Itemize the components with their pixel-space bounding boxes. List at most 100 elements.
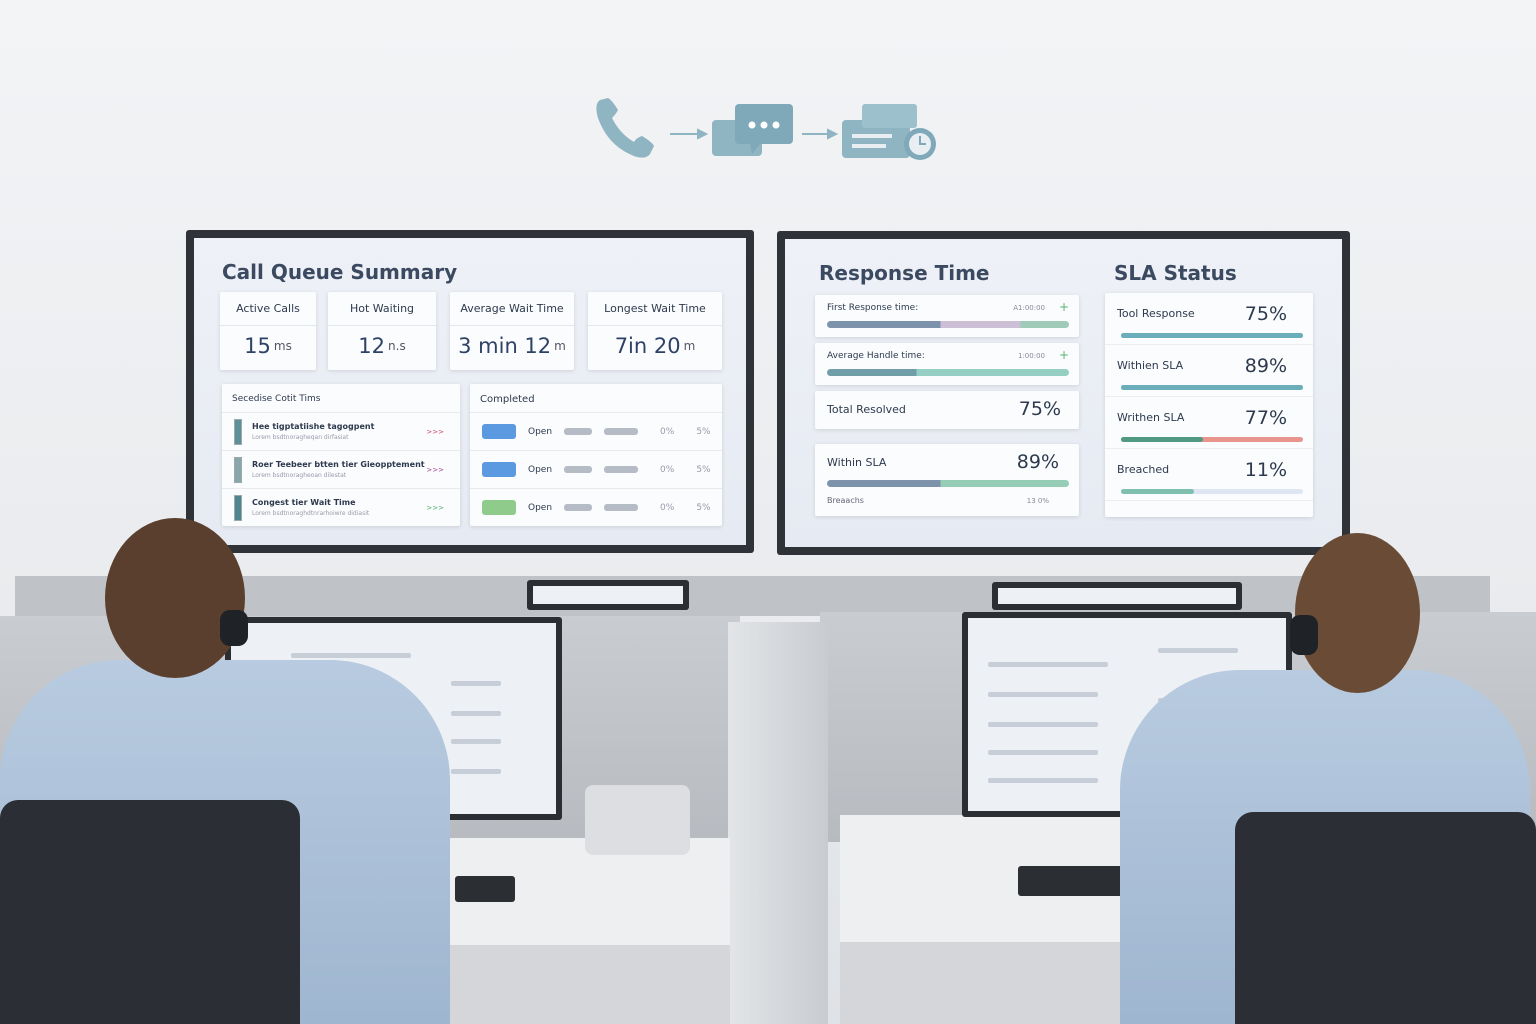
list-item[interactable]: Roer Teebeer btten tier Gieopptement Lore… [222, 450, 460, 488]
phone-icon [596, 98, 654, 158]
sla-item: Withien SLA 89% [1105, 345, 1313, 397]
breaches-label: Breaachs [827, 496, 864, 505]
item-title: Roer Teebeer btten tier Gieopptement [252, 460, 425, 469]
value: 5% [696, 426, 711, 437]
arrow-icon [670, 128, 709, 140]
workflow-icons [590, 92, 950, 172]
value: 5% [696, 464, 711, 475]
status-pill [482, 462, 516, 477]
sla-bar-fill [1121, 385, 1303, 390]
sla-bar [1121, 333, 1303, 338]
list-item[interactable]: Hee tigptatiishe tagogpent Lorem bsdtnora… [222, 412, 460, 450]
call-queue-monitor: Call Queue Summary Active Calls 15 ms Hot… [186, 230, 754, 553]
progress-bar [827, 369, 1069, 376]
item-subtitle: Lorem bsdtnoraghdtnrarhoiwre didiasit [252, 510, 370, 517]
response-sla-monitor: Response Time SLA Status First Response … [777, 231, 1350, 555]
completed-row[interactable]: Open 0% 5% [470, 450, 722, 488]
sla-bar-fill [1121, 489, 1194, 494]
metric-label: Total Resolved [827, 403, 906, 416]
kpi-value: 15 [244, 334, 271, 358]
kpi-longest-wait-time: Longest Wait Time 7in 20 m [588, 292, 722, 370]
item-title: Hee tigptatiishe tagogpent [252, 422, 375, 431]
sla-item: Breached 11% [1105, 449, 1313, 501]
avg-handle-card: Average Handle time: 1:00:00 + [815, 343, 1079, 385]
status-indicator [234, 456, 242, 483]
arrow-icon [802, 128, 839, 140]
status-label: Open [528, 464, 553, 475]
sla-bar [1121, 385, 1303, 390]
sla-bar [1121, 489, 1303, 494]
kpi-label: Hot Waiting [328, 292, 436, 326]
chat-bubble-icon [712, 104, 793, 156]
queue-list-panel: Secedise Cotit Tims Hee tigptatiishe tag… [222, 384, 460, 526]
kpi-unit: n.s [388, 339, 406, 353]
chair [0, 800, 300, 1024]
item-subtitle: Lorem bsdtnoragheoan dilestat [252, 472, 347, 479]
kpi-value: 7in 20 [614, 334, 681, 358]
sla-item: Tool Response 75% [1105, 293, 1313, 345]
item-tag: >>> [426, 427, 444, 436]
value: 5% [696, 502, 711, 513]
item-tag: >>> [426, 503, 444, 512]
status-indicator [234, 418, 242, 445]
kpi-unit: m [554, 339, 566, 353]
completed-row[interactable]: Open 0% 5% [470, 488, 722, 526]
status-pill [482, 424, 516, 439]
plus-icon: + [1058, 348, 1069, 362]
kpi-average-wait-time: Average Wait Time 3 min 12 m [450, 292, 574, 370]
metric-value: 89% [1016, 451, 1059, 473]
metric-value: 1:00:00 [1018, 352, 1045, 360]
kpi-label: Average Wait Time [450, 292, 574, 326]
completed-panel: Completed Open 0% 5% Open 0% 5% Open 0% … [470, 384, 722, 526]
plus-icon: + [1058, 300, 1069, 314]
back-partition [15, 576, 1490, 616]
value: 0% [660, 464, 675, 475]
sla-status-title: SLA Status [1114, 261, 1237, 285]
breaches-value: 13 0% [1026, 497, 1049, 505]
panel-title: Completed [480, 394, 535, 405]
sla-value: 89% [1244, 355, 1287, 377]
list-item[interactable]: Congest tier Wait Time Lorem bsdtnoraghdt… [222, 488, 460, 526]
sla-bar [1121, 437, 1303, 442]
sla-label: Writhen SLA [1117, 411, 1185, 424]
keyboard [455, 876, 515, 902]
back-monitor [992, 582, 1242, 610]
sla-item: Writhen SLA 77% [1105, 397, 1313, 449]
kpi-label: Active Calls [220, 292, 316, 326]
completed-row[interactable]: Open 0% 5% [470, 412, 722, 450]
total-resolved-card: Total Resolved 75% [815, 391, 1079, 429]
metric-value: A1:00:00 [1013, 304, 1045, 312]
metric-label: Average Handle time: [827, 351, 925, 361]
sla-bar-fill [1121, 437, 1203, 442]
sla-value: 75% [1244, 303, 1287, 325]
metric-value: 75% [1018, 398, 1061, 420]
sla-bar-fill [1121, 333, 1303, 338]
back-monitor [527, 580, 689, 610]
status-label: Open [528, 502, 553, 513]
agent-right-head [1295, 533, 1420, 693]
progress-bar [827, 480, 1069, 487]
within-sla-card: Within SLA 89% Breaachs 13 0% [815, 444, 1079, 516]
item-title: Congest tier Wait Time [252, 498, 356, 507]
first-response-card: First Response time: A1:00:00 + [815, 295, 1079, 337]
kpi-unit: ms [273, 339, 292, 353]
kpi-label: Longest Wait Time [588, 292, 722, 326]
sla-status-panel: Tool Response 75% Withien SLA 89% Writhe… [1105, 293, 1313, 517]
headset-icon [220, 610, 248, 646]
progress-bar [827, 321, 1069, 328]
item-subtitle: Lorem bsdtnoragheqan dirfasiat [252, 434, 349, 441]
call-queue-title: Call Queue Summary [222, 260, 458, 284]
sla-label: Tool Response [1117, 307, 1195, 320]
sla-label: Breached [1117, 463, 1170, 476]
ticket-clock-icon [842, 104, 936, 160]
response-time-title: Response Time [819, 261, 990, 285]
kpi-value: 3 min 12 [458, 334, 552, 358]
kpi-value: 12 [358, 334, 386, 358]
status-label: Open [528, 426, 553, 437]
sla-label: Withien SLA [1117, 359, 1184, 372]
sla-value: 77% [1244, 407, 1287, 429]
kpi-active-calls: Active Calls 15 ms [220, 292, 316, 370]
agent-left-head [105, 518, 245, 678]
status-indicator [234, 494, 242, 521]
desk-phone [585, 785, 690, 855]
